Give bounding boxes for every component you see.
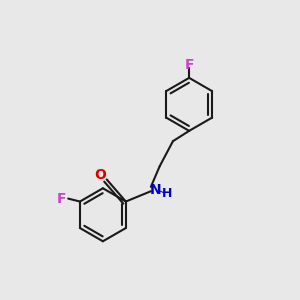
Text: O: O (94, 168, 106, 182)
Text: F: F (184, 58, 194, 73)
Text: N: N (150, 183, 162, 197)
Text: F: F (57, 192, 66, 206)
Text: H: H (162, 187, 172, 200)
